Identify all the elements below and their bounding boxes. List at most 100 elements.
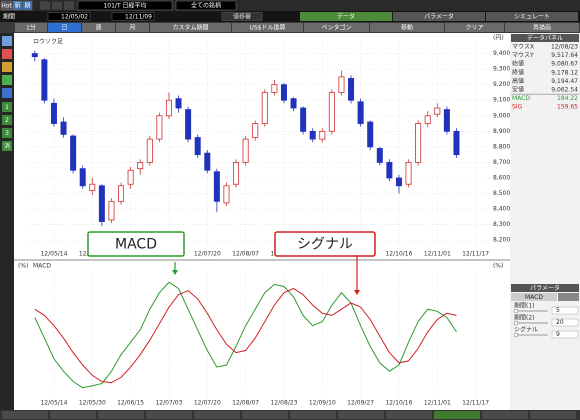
toolbar-button[interactable] bbox=[221, 12, 263, 21]
period-tab[interactable] bbox=[116, 23, 149, 32]
tool-icon[interactable] bbox=[2, 88, 12, 98]
candle-body bbox=[213, 171, 220, 202]
x-tick-label: 12/09/10 bbox=[309, 400, 336, 407]
history-tab[interactable] bbox=[50, 411, 96, 419]
candle-body bbox=[233, 162, 240, 185]
candle-body bbox=[108, 200, 115, 221]
panel-tab[interactable] bbox=[393, 12, 485, 21]
candle-body bbox=[242, 138, 249, 163]
history-tab[interactable] bbox=[530, 411, 576, 419]
panel-title: データパネル bbox=[527, 34, 563, 42]
candle-body bbox=[31, 53, 38, 58]
y-tick-label: 8,400 bbox=[493, 206, 510, 213]
panel-tab[interactable] bbox=[486, 12, 578, 21]
param-label: 期間(2) bbox=[514, 314, 535, 322]
history-tab[interactable] bbox=[146, 411, 192, 419]
tool-icon[interactable] bbox=[2, 62, 12, 72]
date-field[interactable] bbox=[111, 12, 155, 21]
history-tab[interactable] bbox=[98, 411, 144, 419]
toolbar-row2 bbox=[0, 11, 580, 22]
tool-icon[interactable] bbox=[2, 115, 12, 125]
toolbar-button[interactable] bbox=[22, 0, 33, 11]
period-tab[interactable] bbox=[304, 23, 369, 32]
history-tab[interactable] bbox=[194, 411, 240, 419]
tool-icon[interactable] bbox=[2, 128, 12, 138]
period-tab-label: ペンタゴン bbox=[321, 23, 351, 31]
x-tick-label: 12/08/23 bbox=[270, 400, 297, 407]
candle-body bbox=[386, 162, 393, 179]
toolbar-label: 期 bbox=[24, 2, 30, 10]
history-tab[interactable] bbox=[2, 411, 48, 419]
candle-body bbox=[424, 115, 431, 124]
panel-tab[interactable] bbox=[300, 12, 392, 21]
nav-button[interactable] bbox=[52, 1, 62, 10]
toolbar-button[interactable] bbox=[0, 0, 13, 11]
tool-icon[interactable] bbox=[2, 102, 12, 112]
nav-button[interactable] bbox=[40, 1, 50, 10]
y-tick-label: 8,700 bbox=[493, 159, 510, 166]
period-tab-label: 月 bbox=[129, 24, 135, 31]
candle-body bbox=[376, 148, 383, 163]
history-tab[interactable] bbox=[434, 411, 480, 419]
candle-body bbox=[156, 115, 163, 140]
period-tab[interactable] bbox=[505, 23, 579, 32]
period-tab-label: US$ドル換算 bbox=[249, 23, 285, 31]
x-tick-label: 12/07/03 bbox=[155, 400, 182, 407]
toolbar-button[interactable] bbox=[175, 0, 237, 11]
tool-icon[interactable] bbox=[2, 36, 12, 46]
period-tab-label: 再描画 bbox=[533, 23, 551, 31]
param-field[interactable] bbox=[551, 306, 579, 315]
candle-body bbox=[357, 101, 364, 124]
toolbar-button[interactable] bbox=[77, 0, 173, 11]
period-tab[interactable] bbox=[48, 23, 81, 32]
candle-body bbox=[252, 123, 259, 138]
period-tab[interactable] bbox=[232, 23, 303, 32]
annotation-box bbox=[274, 231, 376, 257]
period-tab[interactable] bbox=[370, 23, 444, 32]
x-tick-label: 12/05/14 bbox=[40, 400, 67, 407]
candle-body bbox=[290, 98, 297, 109]
date-field[interactable] bbox=[47, 12, 91, 21]
settings-button[interactable] bbox=[558, 293, 579, 301]
param-label: 期間(1) bbox=[514, 302, 535, 310]
panel-tab-label: シミュレート bbox=[514, 13, 550, 20]
tool-icon[interactable] bbox=[2, 141, 12, 151]
candle-body bbox=[415, 123, 422, 163]
candle-body bbox=[79, 168, 86, 187]
nav-button[interactable] bbox=[64, 1, 74, 10]
macd-axis-unit: (%) bbox=[18, 263, 28, 270]
toolbar-button[interactable] bbox=[12, 0, 23, 11]
tool-icon[interactable] bbox=[2, 75, 12, 85]
x-tick-label: 12/09/27 bbox=[347, 400, 374, 407]
candle-body bbox=[204, 152, 211, 171]
period-tab[interactable] bbox=[150, 23, 231, 32]
tool-icon[interactable] bbox=[2, 49, 12, 59]
param-knob[interactable] bbox=[513, 332, 519, 338]
x-tick-label: 12/10/16 bbox=[385, 251, 412, 258]
data-label: MACD bbox=[512, 95, 530, 102]
history-tab[interactable] bbox=[242, 411, 288, 419]
y-tick-label: 8,900 bbox=[493, 128, 510, 135]
history-tab[interactable] bbox=[386, 411, 432, 419]
y-tick-label: 8,300 bbox=[493, 221, 510, 228]
period-tab[interactable] bbox=[15, 23, 47, 32]
panel-title: パラメータ bbox=[530, 284, 560, 292]
sidebar bbox=[0, 33, 14, 410]
param-field[interactable] bbox=[551, 330, 579, 339]
param-field[interactable] bbox=[551, 318, 579, 327]
annotation-label: シグナル bbox=[297, 237, 353, 253]
data-value: 9,062.54 bbox=[551, 87, 578, 94]
period-tab[interactable] bbox=[445, 23, 504, 32]
param-knob[interactable] bbox=[513, 320, 519, 326]
x-tick-label: 12/05/30 bbox=[79, 400, 106, 407]
param-knob[interactable] bbox=[513, 308, 519, 314]
history-tab[interactable] bbox=[290, 411, 336, 419]
history-tab[interactable] bbox=[338, 411, 384, 419]
history-tab[interactable] bbox=[482, 411, 528, 419]
panel-tab-label: データ bbox=[337, 12, 355, 20]
period-tab[interactable] bbox=[82, 23, 115, 32]
data-label: 始値 bbox=[512, 60, 524, 68]
candle-body bbox=[70, 135, 77, 171]
indicator-name: MACD bbox=[525, 294, 543, 301]
data-label: SIG bbox=[512, 104, 523, 111]
